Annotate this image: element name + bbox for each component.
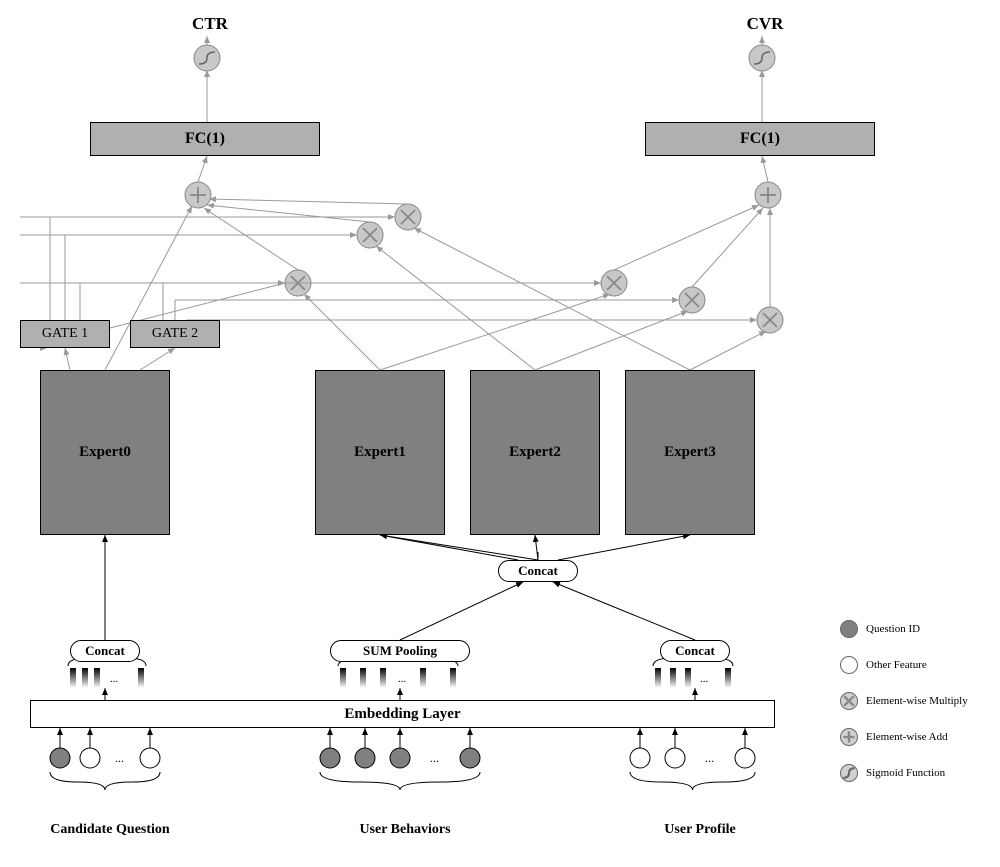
legend-mul: Element-wise Multiply: [840, 692, 968, 710]
gate-1: GATE 1: [20, 320, 110, 348]
svg-text:...: ...: [705, 751, 714, 765]
cvr-label: CVR: [740, 14, 790, 34]
user-behaviors-label: User Behaviors: [330, 822, 480, 838]
embedding-layer: Embedding Layer: [30, 700, 775, 728]
expert-2: Expert2: [470, 370, 600, 535]
legend-other: Other Feature: [840, 656, 927, 674]
legend-mul-label: Element-wise Multiply: [866, 695, 968, 707]
gate-2: GATE 2: [130, 320, 220, 348]
legend-other-label: Other Feature: [866, 659, 927, 671]
svg-text:...: ...: [115, 751, 124, 765]
concat-top: Concat: [498, 560, 578, 582]
legend-add: Element-wise Add: [840, 728, 948, 746]
ctr-label: CTR: [185, 14, 235, 34]
expert-3: Expert3: [625, 370, 755, 535]
svg-text:...: ...: [430, 751, 439, 765]
expert-1: Expert1: [315, 370, 445, 535]
svg-text:...: ...: [110, 673, 119, 685]
fc-right: FC(1): [645, 122, 875, 156]
svg-text:...: ...: [700, 673, 709, 685]
legend-add-label: Element-wise Add: [866, 731, 948, 743]
expert-0: Expert0: [40, 370, 170, 535]
svg-text:...: ...: [398, 673, 407, 685]
legend-sigmoid: Sigmoid Function: [840, 764, 945, 782]
user-profile-label: User Profile: [625, 822, 775, 838]
legend-sigmoid-label: Sigmoid Function: [866, 767, 945, 779]
concat-right: Concat: [660, 640, 730, 662]
legend-qid-label: Question ID: [866, 623, 920, 635]
candidate-question-label: Candidate Question: [35, 822, 185, 838]
sum-pooling: SUM Pooling: [330, 640, 470, 662]
concat-left: Concat: [70, 640, 140, 662]
fc-left: FC(1): [90, 122, 320, 156]
legend-qid: Question ID: [840, 620, 920, 638]
